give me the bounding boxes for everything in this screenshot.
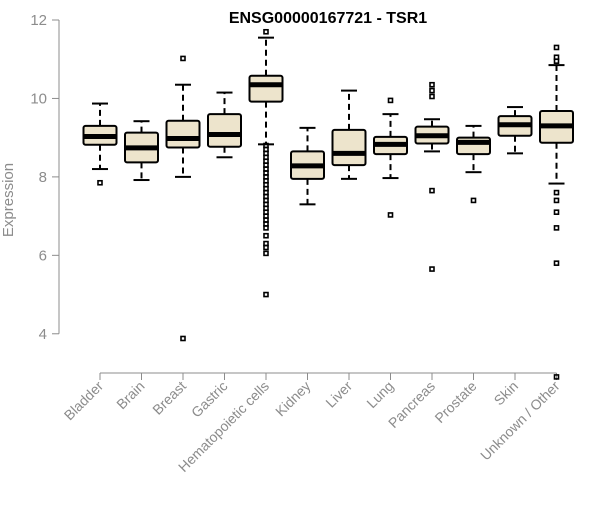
outlier-point: [553, 374, 560, 380]
x-tick-label: Unknown / Other: [477, 378, 563, 464]
outlier-point: [429, 81, 435, 88]
outlier-point: [429, 93, 435, 100]
box-kidney: [290, 126, 325, 206]
y-tick-label: 10: [30, 90, 47, 107]
outlier-point: [429, 87, 435, 94]
outlier-point: [263, 28, 269, 35]
boxes-group: [82, 28, 574, 380]
y-tick-label: 8: [39, 169, 47, 186]
outlier-point: [553, 209, 560, 215]
y-tick-label: 6: [39, 247, 47, 264]
box-prostate: [456, 124, 491, 204]
box-unknown-other: [539, 44, 574, 380]
outlier-point: [553, 44, 560, 51]
outlier-point: [97, 179, 103, 186]
outlier-point: [470, 197, 477, 204]
iqr-box: [331, 128, 367, 167]
axes: 4 6 8 10 12: [30, 12, 557, 380]
outlier-point: [387, 212, 394, 218]
outlier-point: [180, 55, 186, 62]
outlier-point: [263, 244, 269, 251]
x-tick-label: Skin: [491, 378, 522, 409]
outlier-point: [553, 225, 560, 231]
outlier-point: [553, 189, 560, 196]
y-axis-label: Expression: [0, 163, 17, 237]
box-liver: [331, 89, 367, 180]
outlier-point: [387, 97, 394, 104]
x-tick-label: Brain: [113, 378, 147, 412]
x-tick-label: Breast: [149, 378, 189, 418]
outlier-point: [263, 225, 269, 231]
iqr-box: [207, 113, 242, 148]
y-tick-label: 4: [39, 326, 47, 343]
x-tick-label: Lung: [363, 378, 396, 411]
box-pancreas: [414, 81, 450, 272]
outlier-point: [429, 187, 435, 194]
x-tick-label: Prostate: [431, 378, 479, 426]
chart-title: ENSG00000167721 - TSR1: [229, 10, 427, 27]
outlier-point: [263, 250, 269, 257]
outlier-point: [553, 58, 560, 64]
outlier-point: [263, 291, 269, 298]
outlier-point: [263, 232, 269, 239]
box-brain: [124, 120, 159, 182]
box-hematopoietic-cells: [248, 28, 284, 298]
box-bladder: [82, 102, 118, 186]
iqr-box: [248, 74, 284, 103]
outlier-point: [429, 266, 435, 272]
x-tick-label: Liver: [322, 378, 355, 411]
x-tick-label: Bladder: [61, 378, 107, 424]
iqr-box: [165, 119, 201, 149]
box-gastric: [207, 91, 242, 159]
x-tick-label: Kidney: [272, 378, 314, 420]
outlier-point: [553, 260, 560, 266]
y-tick-label: 12: [30, 12, 47, 29]
box-lung: [373, 97, 408, 218]
outlier-point: [180, 335, 186, 342]
box-skin: [497, 106, 533, 155]
box-breast: [165, 55, 201, 342]
outlier-point: [553, 197, 560, 204]
